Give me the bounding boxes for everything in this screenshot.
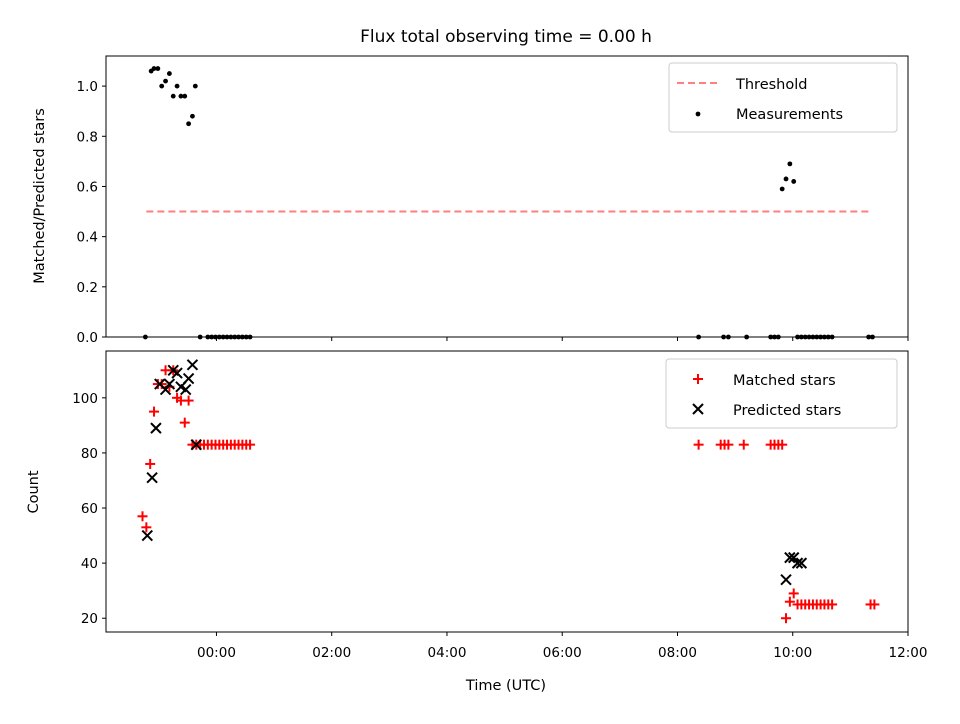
- predicted-star-marker: [784, 551, 796, 564]
- bottom-plot-area: [137, 359, 880, 624]
- legend-measurements-label: Measurements: [736, 107, 843, 123]
- predicted-star-marker: [795, 557, 808, 569]
- measurement-point: [783, 176, 789, 182]
- predicted-star-marker: [146, 472, 158, 484]
- top-y-tick-label: 0.6: [77, 179, 98, 195]
- measurement-point: [192, 83, 198, 89]
- predicted-star-marker: [182, 372, 195, 385]
- top-y-tick-label: 0.2: [77, 280, 98, 296]
- bottom-y-tick-label: 100: [72, 391, 98, 407]
- bottom-y-tick-label: 60: [81, 501, 98, 517]
- measurement-point: [791, 179, 797, 184]
- top-y-tick-label: 0.8: [77, 129, 98, 145]
- bottom-x-tick-label: 12:00: [889, 645, 928, 661]
- measurement-point: [170, 93, 176, 99]
- bottom-y-axis-label: Count: [26, 470, 42, 513]
- legend-threshold-label: Threshold: [735, 77, 807, 93]
- predicted-star-marker: [171, 367, 183, 379]
- bottom-axes-frame: [105, 350, 909, 633]
- measurement-point: [151, 66, 157, 71]
- top-y-tick-label: 0.0: [77, 330, 98, 346]
- predicted-star-marker: [787, 551, 800, 564]
- top-plot-area: [142, 66, 875, 340]
- bottom-x-tick-label: 04:00: [428, 645, 467, 661]
- measurement-point: [166, 71, 172, 76]
- predicted-star-marker: [180, 383, 192, 396]
- top-y-tick-label: 1.0: [77, 79, 98, 95]
- legend-measurements-swatch: [695, 111, 701, 117]
- measurement-point: [178, 93, 184, 99]
- top-axes-frame: [105, 55, 909, 338]
- predicted-star-marker: [163, 378, 176, 390]
- bottom-x-tick-label: 08:00: [658, 645, 697, 661]
- legend-matched-label: Matched stars: [733, 373, 836, 389]
- measurement-point: [182, 93, 188, 99]
- bottom-legend-box: [665, 358, 898, 429]
- measurement-point: [159, 83, 165, 89]
- bottom-panel: 20 40 60 80 100 00:00 02:00 04:00 06:00 08:00 10:…: [26, 350, 927, 694]
- top-legend: Threshold Measurements: [668, 62, 898, 133]
- legend-predicted-swatch: [692, 403, 704, 415]
- top-panel: 0.0 0.2 0.4 0.6 0.8 1.0 Matched/Predicted sta…: [32, 55, 909, 346]
- predicted-star-marker: [159, 383, 172, 396]
- legend-matched-swatch: [693, 374, 703, 384]
- bottom-y-tick-label: 80: [81, 446, 98, 462]
- bottom-y-tick-label: 20: [81, 611, 98, 627]
- legend-predicted-label: Predicted stars: [733, 403, 841, 419]
- measurement-point: [163, 78, 168, 84]
- measurement-point: [186, 121, 192, 127]
- bottom-x-tick-label: 10:00: [773, 645, 812, 661]
- bottom-x-tick-label: 06:00: [543, 645, 582, 661]
- top-y-axis-label: Matched/Predicted stars: [32, 108, 48, 284]
- measurement-point: [190, 113, 195, 119]
- top-x-ticks: [215, 337, 909, 341]
- top-y-ticks: 0.0 0.2 0.4 0.6 0.8 1.0: [77, 79, 106, 346]
- bottom-x-ticks: 00:00 02:00 04:00 06:00 08:00 10:00 12:00: [197, 632, 927, 661]
- bottom-y-ticks: 20 40 60 80 100: [72, 391, 106, 627]
- measurement-point: [174, 83, 180, 89]
- bottom-y-tick-label: 40: [81, 556, 98, 572]
- bottom-legend: Matched stars Predicted stars: [665, 358, 898, 429]
- predicted-star-marker: [150, 422, 162, 434]
- predicted-star-marker: [791, 557, 804, 569]
- predicted-star-marker: [692, 403, 704, 415]
- top-y-tick-label: 0.4: [77, 230, 98, 246]
- predicted-star-marker: [190, 438, 202, 451]
- bottom-x-tick-label: 00:00: [197, 645, 236, 661]
- bottom-x-tick-label: 02:00: [312, 645, 351, 661]
- measurement-point: [787, 161, 793, 167]
- predicted-star-marker: [154, 378, 166, 390]
- bottom-x-axis-label: Time (UTC): [465, 678, 546, 694]
- chart-title: Flux total observing time = 0.00 h: [360, 27, 652, 47]
- predicted-star-marker: [141, 529, 154, 542]
- measurement-point: [155, 66, 161, 71]
- measurement-point: [779, 186, 785, 192]
- predicted-star-marker: [186, 359, 199, 371]
- top-legend-box: [668, 62, 898, 133]
- predicted-star-marker: [780, 573, 792, 586]
